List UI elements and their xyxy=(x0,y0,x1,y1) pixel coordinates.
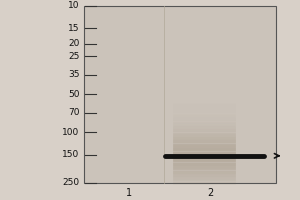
Bar xyxy=(84,6,276,183)
Text: 15: 15 xyxy=(68,24,80,33)
Text: 35: 35 xyxy=(68,70,80,79)
Text: 1: 1 xyxy=(126,188,132,198)
Text: 250: 250 xyxy=(62,178,80,187)
Text: 20: 20 xyxy=(68,39,80,48)
Text: 150: 150 xyxy=(62,150,80,159)
Text: 100: 100 xyxy=(62,128,80,137)
Text: 70: 70 xyxy=(68,108,80,117)
Text: 2: 2 xyxy=(207,188,213,198)
Text: 10: 10 xyxy=(68,1,80,10)
Text: 25: 25 xyxy=(68,52,80,61)
Text: 50: 50 xyxy=(68,90,80,99)
